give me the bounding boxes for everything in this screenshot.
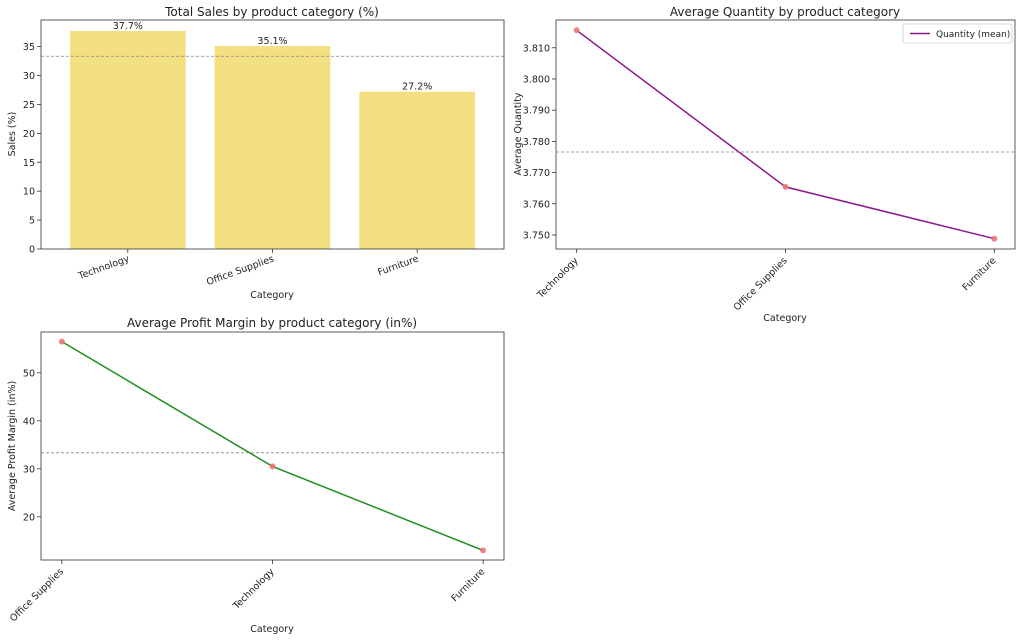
data-point bbox=[991, 235, 998, 242]
chart-average-quantity: Average Quantity by product category 3.7… bbox=[513, 5, 1016, 324]
x-tick-label: Office Supplies bbox=[205, 253, 275, 288]
chart-title: Total Sales by product category (%) bbox=[164, 5, 379, 19]
y-axis-label: Average Profit Margin (in%) bbox=[7, 381, 18, 511]
y-tick-label: 30 bbox=[23, 464, 35, 475]
y-tick-label: 3.750 bbox=[523, 230, 550, 241]
y-tick-label: 15 bbox=[23, 158, 35, 169]
axes-frame bbox=[40, 19, 505, 250]
chart-sales-by-category: Total Sales by product category (%) 37.7… bbox=[7, 5, 505, 301]
y-tick-label: 3.790 bbox=[523, 106, 550, 117]
x-tick-label: Furniture bbox=[376, 253, 420, 278]
data-point bbox=[573, 27, 580, 34]
bar bbox=[214, 46, 331, 249]
series-line bbox=[61, 340, 484, 552]
data-label: 27.2% bbox=[402, 82, 432, 93]
data-point bbox=[269, 463, 276, 470]
y-axis-label: Sales (%) bbox=[7, 112, 18, 157]
series-line bbox=[576, 29, 995, 240]
x-tick-label: Furniture bbox=[449, 566, 487, 604]
axes-frame bbox=[555, 19, 1016, 250]
x-axis-label: Category bbox=[250, 624, 294, 635]
x-tick-label: Office Supplies bbox=[732, 255, 790, 313]
legend-entry: Quantity (mean) bbox=[936, 30, 1010, 40]
y-tick-label: 30 bbox=[23, 71, 35, 82]
y-tick-label: 3.770 bbox=[523, 168, 550, 179]
x-tick-label: Furniture bbox=[961, 255, 999, 293]
legend-box bbox=[902, 23, 1013, 44]
y-tick-label: 25 bbox=[23, 100, 35, 111]
data-label: 37.7% bbox=[113, 21, 143, 32]
x-tick-label: Technology bbox=[231, 566, 277, 612]
x-tick-label: Office Supplies bbox=[8, 566, 66, 624]
data-label: 35.1% bbox=[257, 36, 287, 47]
bar bbox=[359, 91, 476, 250]
y-tick-label: 3.800 bbox=[523, 74, 550, 85]
x-tick-label: Technology bbox=[76, 253, 131, 282]
y-tick-label: 10 bbox=[23, 187, 35, 198]
y-tick-label: 40 bbox=[23, 416, 35, 427]
x-axis-label: Category bbox=[763, 313, 807, 324]
y-axis-label: Average Quantity bbox=[513, 92, 524, 175]
y-tick-label: 3.780 bbox=[523, 137, 550, 148]
legend: Quantity (mean) bbox=[902, 23, 1013, 44]
y-tick-label: 0 bbox=[29, 245, 35, 256]
y-tick-label: 3.810 bbox=[523, 43, 550, 54]
chart-average-profit-margin: Average Profit Margin by product categor… bbox=[7, 316, 505, 635]
y-tick-label: 5 bbox=[29, 216, 35, 227]
y-tick-label: 35 bbox=[23, 42, 35, 53]
x-tick-label: Technology bbox=[535, 255, 581, 301]
data-point bbox=[58, 338, 65, 345]
y-tick-label: 20 bbox=[23, 512, 35, 523]
data-point bbox=[782, 183, 789, 190]
axes-frame bbox=[40, 331, 505, 561]
y-tick-label: 20 bbox=[23, 129, 35, 140]
data-point bbox=[480, 547, 487, 554]
y-tick-label: 3.760 bbox=[523, 199, 550, 210]
chart-title: Average Quantity by product category bbox=[670, 5, 900, 19]
chart-title: Average Profit Margin by product categor… bbox=[127, 316, 417, 330]
x-axis-label: Category bbox=[250, 290, 294, 301]
bar bbox=[69, 30, 186, 250]
y-tick-label: 50 bbox=[23, 368, 35, 379]
